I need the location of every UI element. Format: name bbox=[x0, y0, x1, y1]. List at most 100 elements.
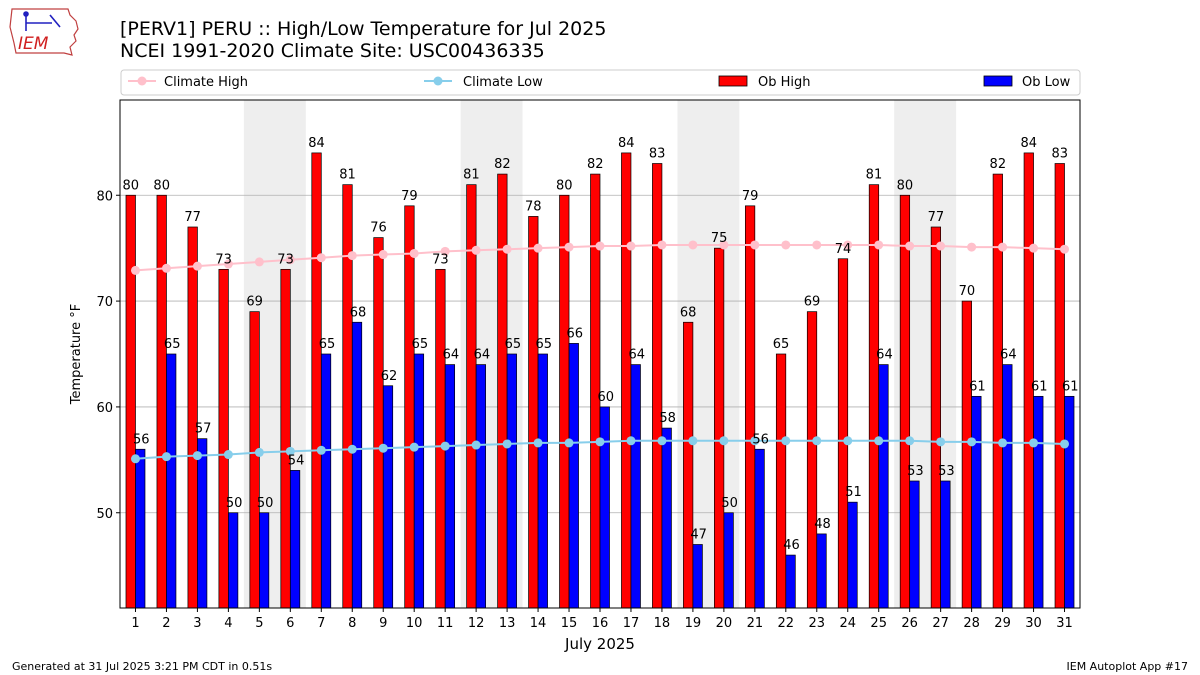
label-ob-low-day-17: 64 bbox=[628, 348, 645, 363]
bar-ob-high-day-1 bbox=[125, 194, 136, 609]
bar-ob-low-day-8 bbox=[351, 321, 363, 609]
bar-ob-low-day-14 bbox=[537, 353, 548, 609]
bar-ob-low-day-23 bbox=[816, 533, 827, 609]
climate-high-point-day-15 bbox=[564, 242, 574, 252]
bar-ob-low-day-7 bbox=[320, 353, 332, 609]
climate-low-point-day-6 bbox=[285, 446, 295, 456]
climate-high-point-day-27 bbox=[936, 241, 946, 251]
bar-ob-low-day-11 bbox=[444, 364, 456, 609]
label-ob-low-day-5: 50 bbox=[257, 496, 274, 511]
label-ob-high-day-15: 80 bbox=[556, 178, 573, 193]
bar-ob-low-day-16 bbox=[599, 406, 610, 609]
label-ob-low-day-25: 64 bbox=[876, 348, 893, 363]
label-ob-high-day-12: 81 bbox=[463, 168, 480, 183]
climate-low-point-day-7 bbox=[316, 445, 326, 455]
climate-low-point-day-23 bbox=[812, 436, 822, 446]
bar-ob-low-day-28 bbox=[971, 395, 982, 609]
label-ob-high-day-20: 75 bbox=[711, 231, 728, 246]
label-ob-low-day-13: 65 bbox=[505, 337, 522, 352]
label-ob-low-day-3: 57 bbox=[195, 422, 212, 437]
legend-box bbox=[120, 69, 1081, 96]
x-tick-label-23: 23 bbox=[809, 616, 826, 631]
climate-high-point-day-3 bbox=[192, 261, 202, 271]
bar-ob-high-day-9 bbox=[373, 237, 384, 609]
climate-high-point-day-4 bbox=[223, 259, 233, 269]
bar-ob-low-day-21 bbox=[754, 448, 765, 609]
label-ob-high-day-26: 80 bbox=[897, 178, 914, 193]
label-ob-low-day-26: 53 bbox=[907, 464, 924, 479]
label-ob-low-day-23: 48 bbox=[814, 517, 831, 532]
label-ob-high-day-2: 80 bbox=[153, 178, 170, 193]
x-tick-label-3: 3 bbox=[193, 616, 201, 631]
climate-low-point-day-26 bbox=[905, 436, 915, 446]
bar-ob-low-day-6 bbox=[289, 470, 301, 609]
climate-high-point-day-22 bbox=[781, 240, 791, 250]
x-tick-label-7: 7 bbox=[317, 616, 325, 631]
bar-ob-low-day-18 bbox=[661, 427, 672, 609]
bar-ob-low-day-13 bbox=[506, 353, 517, 609]
climate-low-point-day-31 bbox=[1060, 439, 1070, 449]
climate-low-point-day-9 bbox=[378, 443, 388, 453]
y-tick-label-50: 50 bbox=[96, 507, 113, 522]
x-tick-label-30: 30 bbox=[1025, 616, 1042, 631]
climate-high-point-day-10 bbox=[409, 248, 419, 258]
climate-lines bbox=[130, 240, 1070, 464]
x-tick-label-1: 1 bbox=[131, 616, 139, 631]
label-ob-high-day-21: 79 bbox=[742, 189, 759, 204]
bar-ob-low-day-26 bbox=[909, 480, 920, 609]
climate-low-point-day-10 bbox=[409, 442, 419, 452]
x-tick-label-27: 27 bbox=[932, 616, 949, 631]
label-ob-high-day-7: 84 bbox=[308, 136, 325, 151]
bar-ob-high-day-17 bbox=[621, 152, 632, 609]
label-ob-high-day-3: 77 bbox=[184, 210, 201, 225]
bar-ob-high-day-20 bbox=[714, 247, 725, 609]
x-tick-label-31: 31 bbox=[1056, 616, 1073, 631]
label-ob-low-day-9: 62 bbox=[381, 369, 398, 384]
label-ob-low-day-27: 53 bbox=[938, 464, 955, 479]
x-tick-label-24: 24 bbox=[839, 616, 856, 631]
legend-item-ob-high: Ob High bbox=[718, 75, 811, 90]
bar-ob-low-day-20 bbox=[723, 512, 734, 609]
x-tick-label-11: 11 bbox=[437, 616, 454, 631]
label-ob-high-day-11: 73 bbox=[432, 252, 449, 267]
label-ob-high-day-23: 69 bbox=[804, 295, 821, 310]
bar-ob-low-day-3 bbox=[197, 438, 208, 609]
x-tick-label-5: 5 bbox=[255, 616, 263, 631]
climate-high-point-day-5 bbox=[254, 257, 264, 267]
label-ob-low-day-6: 54 bbox=[288, 453, 305, 468]
climate-low-point-day-24 bbox=[843, 436, 853, 446]
climate-high-point-day-19 bbox=[688, 240, 698, 250]
bar-ob-low-day-1 bbox=[135, 448, 146, 609]
bar-ob-low-day-4 bbox=[228, 512, 239, 609]
climate-low-point-day-11 bbox=[440, 441, 450, 451]
label-ob-low-day-7: 65 bbox=[319, 337, 336, 352]
bar-ob-low-day-2 bbox=[166, 353, 177, 609]
x-tick-label-17: 17 bbox=[623, 616, 640, 631]
bar-ob-high-day-28 bbox=[961, 300, 972, 609]
climate-low-point-day-25 bbox=[874, 436, 884, 446]
climate-low-point-day-30 bbox=[1029, 438, 1039, 448]
label-ob-low-day-22: 46 bbox=[783, 538, 800, 553]
legend-item-climate-high: Climate High bbox=[128, 75, 248, 90]
climate-low-point-day-21 bbox=[750, 436, 760, 446]
label-ob-low-day-18: 58 bbox=[659, 411, 676, 426]
bar-value-labels: 80 56 80 65 77 57 73 50 69 50 73 54 84 65 81 68 76 62 79 65… bbox=[122, 136, 1078, 553]
x-tick-label-26: 26 bbox=[901, 616, 918, 631]
climate-high-point-day-7 bbox=[316, 253, 326, 263]
climate-high-point-day-24 bbox=[843, 240, 853, 250]
bar-ob-low-day-31 bbox=[1064, 395, 1075, 609]
label-ob-high-day-30: 84 bbox=[1021, 136, 1038, 151]
label-ob-high-day-24: 74 bbox=[835, 242, 852, 257]
y-tick-label-80: 80 bbox=[96, 189, 113, 204]
footer-app-text: IEM Autoplot App #17 bbox=[1066, 660, 1189, 673]
x-axis-label: July 2025 bbox=[564, 635, 635, 653]
climate-low-point-day-2 bbox=[161, 452, 171, 462]
label-ob-low-day-11: 64 bbox=[443, 348, 460, 363]
bar-ob-high-day-10 bbox=[404, 205, 415, 609]
label-ob-low-day-30: 61 bbox=[1031, 379, 1048, 394]
climate-high-point-day-21 bbox=[750, 240, 760, 250]
label-ob-low-day-10: 65 bbox=[412, 337, 429, 352]
bar-ob-high-day-5 bbox=[249, 311, 260, 609]
x-tick-label-9: 9 bbox=[379, 616, 387, 631]
label-ob-low-day-8: 68 bbox=[350, 305, 367, 320]
